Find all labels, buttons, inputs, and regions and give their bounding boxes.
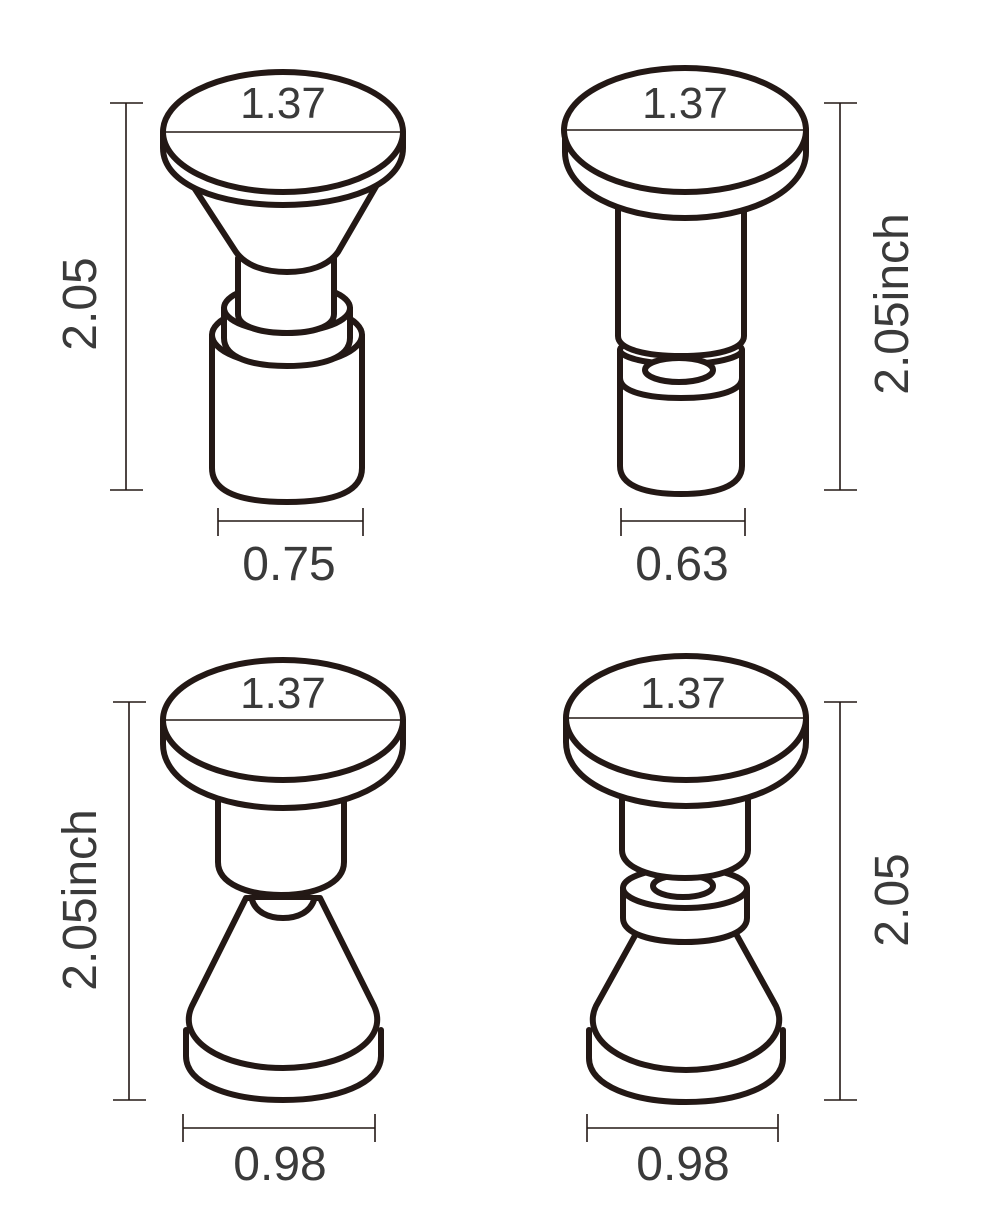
hook-2-width-dimension [620,508,746,536]
hook-4-top-diameter-label: 1.37 [640,669,726,718]
hook-1-top-diameter-label: 1.37 [240,79,326,128]
hook-1-width-label: 0.75 [242,538,335,591]
hook-4-width-label: 0.98 [636,1138,729,1191]
hook-4-height-label: 2.05 [866,853,919,946]
hook-3-cone-tip [249,897,317,921]
hook-1-height-dimension [110,102,143,491]
hook-3-height-dimension [113,701,146,1101]
hook-3-cone [185,895,381,1071]
hook-2-height-label: 2.05inch [866,213,919,394]
hook-2-shaft [615,202,747,359]
hook-1-neck [235,255,337,336]
hook-3-top-diameter-label: 1.37 [240,669,326,718]
hook-4-width-dimension [586,1114,779,1142]
hook-2-height-dimension [824,102,857,491]
hook-1-width-dimension [217,508,364,536]
hook-4-cone [589,929,783,1073]
hook-1-base-cylinder [209,332,365,505]
hook-2-socket [642,355,716,385]
hook-2-top-diameter-label: 1.37 [642,79,728,128]
hook-1: 1.37 2.05 0.75 [54,69,406,591]
hook-3-width-label: 0.98 [233,1138,326,1191]
hook-3-height-label: 2.05inch [54,809,107,990]
hook-2: 1.37 2.05inch 0.63 [561,65,919,591]
hook-3-shaft [215,787,347,898]
hook-1-height-label: 2.05 [54,257,107,350]
hook-4-shaft [619,787,751,881]
hook-3-width-dimension [182,1114,376,1142]
hook-4-height-dimension [824,701,857,1101]
hook-3: 1.37 2.05inch 0.98 [54,657,406,1191]
hook-2-width-label: 0.63 [635,538,728,591]
hook-4: 1.37 2.05 0.98 [563,653,919,1191]
